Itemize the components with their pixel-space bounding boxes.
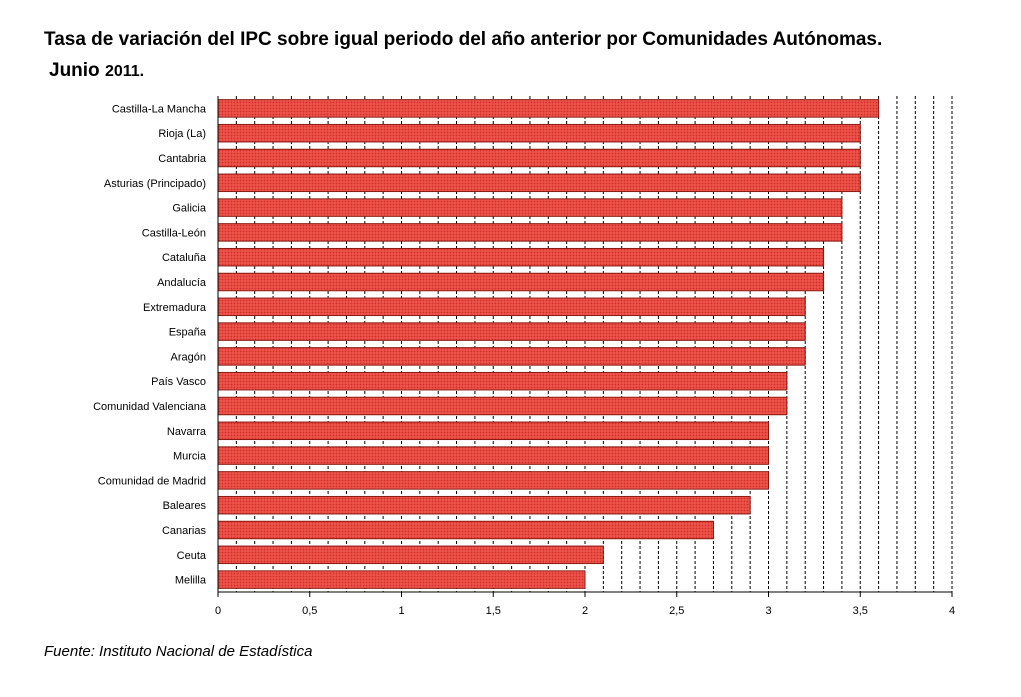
- category-label: Castilla-León: [142, 227, 206, 239]
- bar: [217, 446, 769, 465]
- category-label: Extremadura: [143, 302, 207, 314]
- bar: [217, 99, 880, 118]
- bar: [217, 223, 843, 242]
- category-label: Asturias (Principado): [104, 178, 206, 190]
- category-label: España: [169, 327, 207, 339]
- bar: [217, 421, 769, 441]
- x-tick-label: 2: [582, 605, 588, 617]
- title-line1: Tasa de variación del IPC sobre igual pe…: [44, 29, 883, 50]
- category-label: Galicia: [172, 203, 207, 215]
- category-label: Aragón: [171, 351, 206, 363]
- bar: [217, 247, 825, 267]
- bar: [217, 545, 604, 565]
- bar: [217, 123, 861, 143]
- x-tick-label: 4: [949, 605, 955, 617]
- bar: [217, 570, 586, 589]
- x-tick-label: 3,5: [853, 605, 868, 617]
- category-label: Navarra: [167, 426, 207, 438]
- x-tick-label: 2,5: [669, 605, 684, 617]
- title-line2: Junio 2011.: [44, 55, 1004, 87]
- category-label: Comunidad Valenciana: [93, 401, 207, 413]
- category-label: Cataluña: [162, 252, 207, 264]
- bar: [217, 495, 751, 515]
- x-tick-label: 3: [765, 605, 771, 617]
- bar: [217, 396, 788, 416]
- bar: [217, 148, 861, 168]
- bar: [217, 471, 769, 490]
- x-tick-label: 0: [215, 605, 221, 617]
- bar: [217, 347, 806, 366]
- category-label: Murcia: [173, 451, 207, 463]
- bar: [217, 322, 806, 341]
- bar: [217, 272, 825, 292]
- chart-title: Tasa de variación del IPC sobre igual pe…: [44, 24, 1004, 87]
- bar: [217, 198, 843, 217]
- category-label: Castilla-La Mancha: [112, 103, 207, 115]
- category-label: Canarias: [162, 525, 207, 537]
- category-label: Ceuta: [177, 550, 207, 562]
- category-label: Rioja (La): [158, 128, 206, 140]
- category-label: Andalucía: [157, 277, 207, 289]
- bar: [217, 371, 788, 391]
- title-year: 2011.: [104, 63, 145, 80]
- bar: [217, 520, 714, 540]
- category-label: Cantabria: [158, 153, 207, 165]
- x-tick-label: 1: [398, 605, 404, 617]
- category-label: Melilla: [175, 575, 207, 587]
- source-note: Fuente: Instituto Nacional de Estadístic…: [44, 643, 313, 660]
- x-tick-label: 1,5: [486, 605, 501, 617]
- x-tick-label: 0,5: [302, 605, 317, 617]
- title-month: Junio: [49, 60, 100, 81]
- bar: [217, 297, 806, 317]
- category-label: Baleares: [163, 500, 207, 512]
- category-label: Comunidad de Madrid: [98, 475, 206, 487]
- bar: [217, 173, 861, 193]
- category-label: País Vasco: [151, 376, 206, 388]
